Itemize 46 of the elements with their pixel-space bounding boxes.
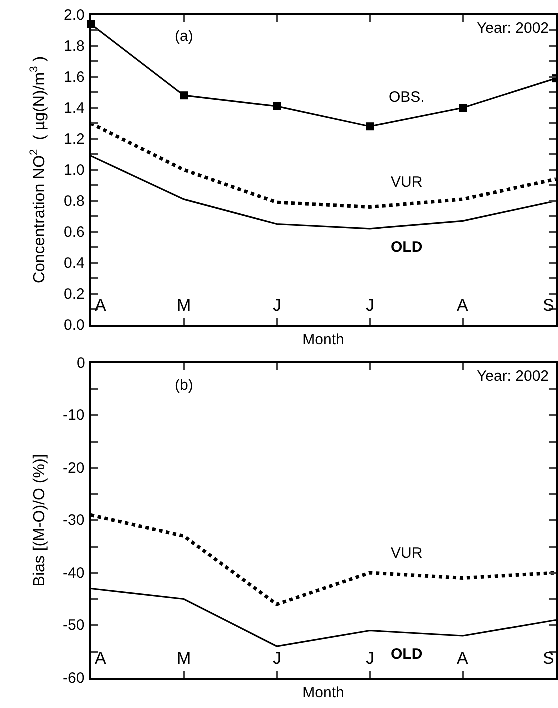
- series-label: OBS.: [389, 89, 425, 106]
- x-tick-label: A: [457, 296, 469, 315]
- y-tick-label: 1.0: [64, 162, 85, 179]
- x-tick-label: A: [95, 649, 107, 668]
- annotation: (a): [175, 28, 194, 45]
- x-tick-label: M: [177, 296, 192, 315]
- y-tick-label: 2.0: [64, 7, 85, 24]
- y-tick-label: -40: [63, 565, 85, 582]
- x-axis-title: Month: [302, 332, 344, 348]
- point: [459, 104, 467, 112]
- y-tick-label: 0.2: [64, 286, 85, 303]
- x-tick-label: J: [366, 649, 374, 668]
- x-axis-title: Month: [302, 684, 344, 702]
- y-tick-label: -20: [63, 460, 85, 477]
- point: [180, 92, 188, 100]
- annotation: Year: 2002: [477, 368, 550, 385]
- x-tick-label: J: [366, 296, 374, 315]
- y-tick-label: 1.4: [64, 100, 85, 117]
- annotation: (b): [175, 377, 194, 394]
- y-axis-title: Bias [(M-O)/O (%)]: [31, 454, 48, 587]
- series-label: VUR: [391, 545, 423, 562]
- series-label: VUR: [391, 174, 423, 191]
- point: [366, 122, 374, 131]
- x-tick-label: J: [273, 649, 282, 668]
- y-tick-label: -50: [63, 617, 85, 634]
- x-tick-label: A: [95, 296, 107, 315]
- annotation: Year: 2002: [477, 20, 550, 37]
- x-tick-label: J: [273, 296, 282, 315]
- x-tick-label: S: [543, 649, 554, 668]
- y-tick-label: 0: [77, 355, 86, 372]
- y-tick-label: 1.8: [64, 38, 85, 55]
- y-tick-label: 0.4: [64, 255, 85, 272]
- x-tick-label: A: [457, 649, 469, 668]
- x-tick-label: S: [543, 296, 554, 315]
- series-label: OLD: [391, 239, 423, 256]
- series-label: OLD: [391, 646, 423, 663]
- y-tick-label: 0.0: [64, 317, 85, 334]
- y-tick-label: 0.8: [64, 193, 85, 210]
- x-tick-label: M: [177, 649, 192, 668]
- y-tick-label: 1.2: [64, 131, 85, 148]
- y-tick-label: 0.6: [64, 224, 85, 241]
- y-tick-label: -30: [63, 512, 85, 529]
- y-tick-label: -10: [63, 407, 85, 424]
- y-tick-label: -60: [63, 670, 85, 687]
- point: [273, 102, 281, 110]
- y-tick-label: 1.6: [64, 69, 85, 86]
